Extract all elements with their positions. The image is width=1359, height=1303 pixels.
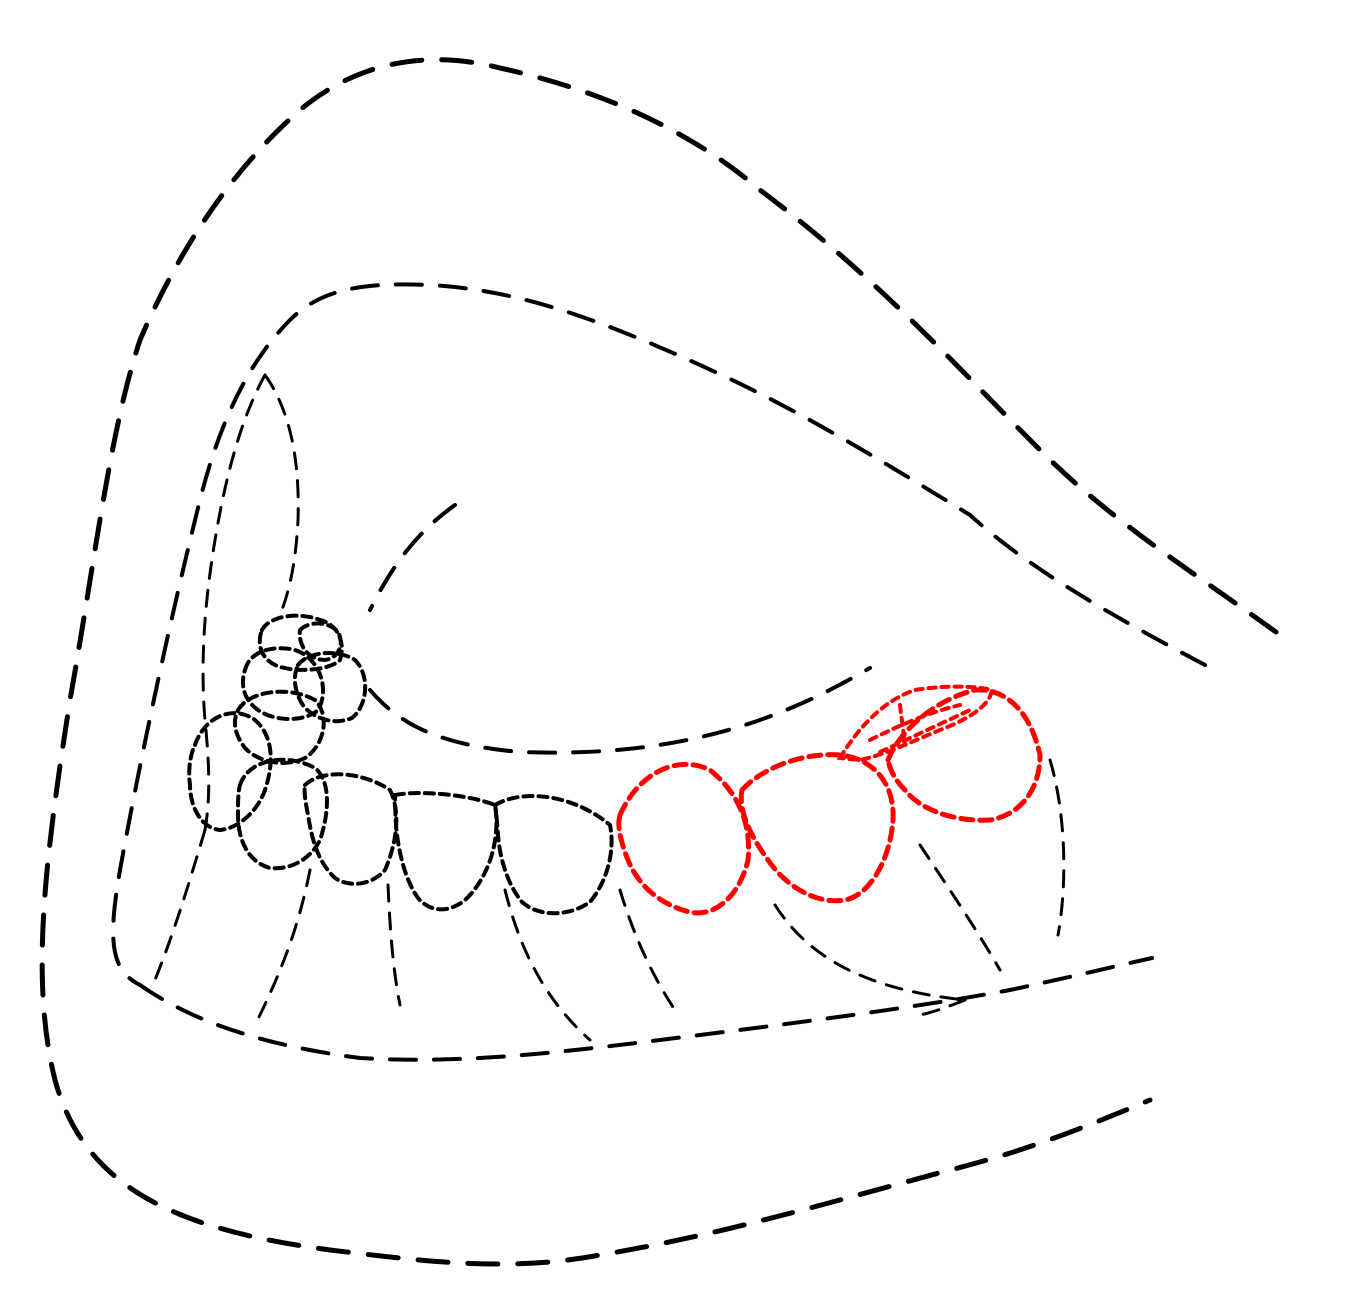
root-2 [386,883,402,1007]
root-4 [618,888,677,1012]
tooth-d [393,791,499,912]
black-teeth-row [187,711,614,916]
red-molar-1 [616,761,752,916]
lower-gum-outline [138,956,1154,1062]
root-6 [918,843,1002,972]
root-5 [773,903,967,1002]
upper-gum-outline [111,282,1207,987]
front-tooth-3 [240,646,326,721]
tooth-b [236,757,329,871]
front-tooth-2 [297,621,343,662]
tooth-e [493,794,614,916]
root-3 [503,888,592,1042]
red-erupting-tooth [836,684,995,763]
outer-lip-outline [39,57,1279,1267]
front-tooth-4 [292,651,368,724]
red-molar-2 [738,752,896,904]
upper-incisor-outline [153,373,300,982]
tooth-c [302,772,399,886]
front-teeth-cluster [232,613,368,765]
red-erupting-tooth-fill-lines [868,703,972,754]
front-tooth-5 [232,689,326,765]
root-7 [1048,758,1066,937]
highlighted-molars [616,684,1043,916]
root-1 [253,868,312,1027]
tooth-a [187,711,273,832]
front-tooth-1 [257,613,344,672]
tooth-roots [253,758,1066,1042]
root-8 [918,998,967,1017]
tongue-outline [368,503,872,755]
red-molar-3 [885,687,1043,823]
